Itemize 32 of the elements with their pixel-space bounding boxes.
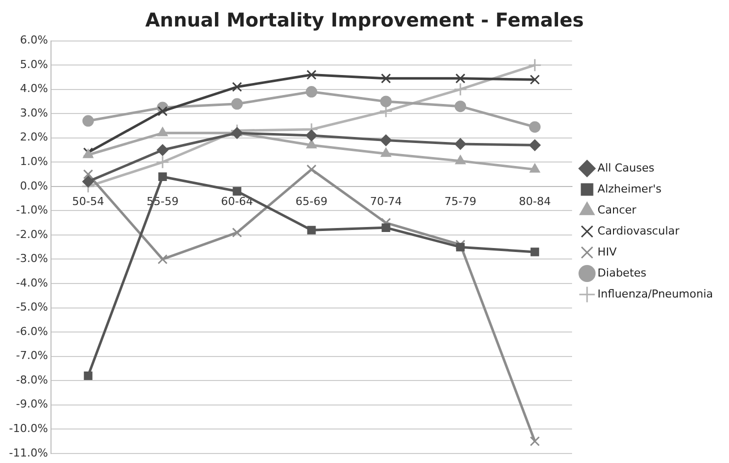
legend-label: All Causes: [598, 161, 655, 174]
y-tick-label: 5.0%: [20, 58, 48, 71]
y-tick-label: -6.0%: [16, 324, 48, 338]
y-tick-label: 6.0%: [20, 34, 48, 47]
y-tick-label: -2.0%: [16, 228, 48, 241]
legend-label: Cancer: [598, 203, 637, 216]
x-tick-label: 60-64: [221, 194, 254, 208]
y-tick-label: 2.0%: [20, 130, 48, 144]
x-tick-label: 80-84: [518, 194, 551, 208]
y-tick-label: -1.0%: [16, 204, 48, 217]
y-tick-label: -10.0%: [8, 422, 48, 435]
legend-label: Cardiovascular: [598, 224, 680, 238]
y-tick-label: 1.0%: [20, 155, 48, 168]
x-tick-label: 75-79: [444, 194, 476, 208]
y-tick-label: -8.0%: [16, 373, 48, 386]
legend-label: Influenza/Pneumonia: [598, 287, 714, 300]
legend-label: HIV: [598, 245, 618, 258]
legend-label: Diabetes: [598, 266, 647, 280]
chart-title: Annual Mortality Improvement - Females: [145, 9, 584, 32]
x-tick-label: 70-74: [370, 194, 402, 208]
x-tick-label: 50-54: [72, 194, 104, 208]
y-tick-label: -7.0%: [16, 349, 48, 362]
x-tick-label: 65-69: [296, 194, 328, 208]
y-tick-label: -4.0%: [16, 276, 48, 290]
y-tick-label: -5.0%: [16, 300, 48, 314]
y-tick-label: -11.0%: [8, 446, 48, 460]
y-tick-label: 3.0%: [20, 106, 48, 120]
y-tick-label: 4.0%: [20, 82, 48, 96]
y-tick-label: -9.0%: [16, 398, 48, 411]
legend-label: Alzheimer's: [598, 182, 662, 196]
y-tick-label: 0.0%: [20, 179, 48, 192]
y-tick-label: -3.0%: [16, 252, 48, 266]
